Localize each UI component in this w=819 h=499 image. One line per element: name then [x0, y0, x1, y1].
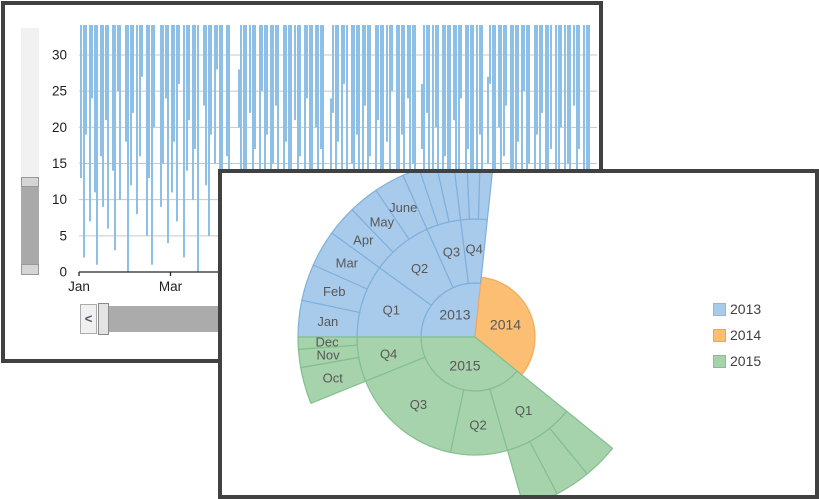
legend-item-2013[interactable]: 2013 — [713, 301, 762, 317]
sunburst-label-Q2: Q2 — [411, 261, 428, 276]
sunburst-label-Q4: Q4 — [466, 242, 483, 257]
y-axis-label: 20 — [52, 120, 67, 135]
sunburst-slice-2013-Feb[interactable] — [301, 264, 368, 314]
sunburst-label-2013: 2013 — [439, 307, 470, 323]
legend-item-2015[interactable]: 2015 — [713, 353, 762, 369]
sunburst-label-June: June — [389, 200, 417, 215]
legend-label: 2013 — [730, 301, 762, 317]
sunburst-slice-2014-2014[interactable] — [474, 276, 536, 376]
sunburst-slice-2015-Oct[interactable] — [300, 356, 367, 404]
sunburst-label-Jan: Jan — [317, 314, 338, 329]
y-axis-label: 30 — [52, 48, 67, 63]
sunburst-label-Apr: Apr — [353, 232, 374, 247]
y-axis-label: 15 — [52, 156, 67, 171]
sunburst-slice-2013[interactable] — [453, 173, 471, 221]
sunburst-label-Q4: Q4 — [380, 346, 397, 361]
y-axis-label: 10 — [52, 192, 67, 207]
sunburst-chart-window: 2013 2014 2015 Q1 Q2 Q3 Q4 Q4 Q3 Q2 Q1 Jan Feb Mar Apr… — [218, 169, 819, 499]
sunburst-label-Feb: Feb — [323, 284, 345, 299]
sunburst-slice-2013-Mar[interactable] — [312, 232, 381, 290]
sunburst-slice-2013[interactable] — [477, 173, 493, 221]
sunburst-slice-2013[interactable] — [402, 173, 439, 230]
sunburst-label-Q3: Q3 — [410, 397, 427, 412]
x-scrollbar-left-button[interactable]: < — [80, 304, 97, 334]
legend-swatch-2015 — [713, 354, 726, 368]
sunburst-label-Q1: Q1 — [515, 403, 532, 418]
sunburst-slice-2013-May[interactable] — [351, 189, 410, 253]
sunburst-slice-2013-June[interactable] — [375, 174, 428, 240]
sunburst-label-Dec: Dec — [316, 335, 340, 350]
legend-swatch-2013 — [713, 302, 726, 316]
sunburst-label-Q2: Q2 — [469, 417, 486, 432]
sunburst-label-2014: 2014 — [490, 316, 521, 332]
y-scrollbar-top-grip[interactable] — [21, 177, 39, 187]
sunburst-slice-2013-Apr[interactable] — [331, 209, 394, 269]
sunburst-label-Mar: Mar — [336, 256, 359, 271]
y-axis-label: 0 — [59, 265, 67, 280]
y-axis-label: 5 — [59, 228, 67, 243]
sunburst-slice-2013[interactable] — [466, 173, 481, 220]
legend-label: 2015 — [730, 353, 762, 369]
chart-legend: 2013 2014 2015 — [713, 301, 762, 380]
legend-label: 2014 — [730, 327, 762, 343]
sunburst-slice-2013[interactable] — [436, 173, 462, 223]
sunburst-label-Nov: Nov — [317, 348, 341, 363]
x-scrollbar-thumb[interactable] — [98, 303, 109, 335]
sunburst-label-Oct: Oct — [323, 370, 344, 385]
sunburst-label-May: May — [370, 214, 395, 229]
legend-item-2014[interactable]: 2014 — [713, 327, 762, 343]
y-scrollbar-thumb[interactable] — [21, 187, 39, 264]
legend-swatch-2014 — [713, 328, 726, 342]
y-axis-label: 25 — [52, 84, 67, 99]
sunburst-label-2015: 2015 — [449, 357, 480, 373]
x-axis-label: Mar — [159, 279, 183, 294]
line-series — [80, 25, 590, 272]
x-axis-label: Jan — [68, 279, 90, 294]
sunburst-label-Q1: Q1 — [383, 302, 400, 317]
sunburst-label-Q3: Q3 — [443, 245, 460, 260]
y-scrollbar-bottom-grip[interactable] — [21, 264, 39, 275]
sunburst-slice-2013[interactable] — [419, 173, 450, 226]
x-scrollbar-track[interactable] — [109, 306, 224, 332]
